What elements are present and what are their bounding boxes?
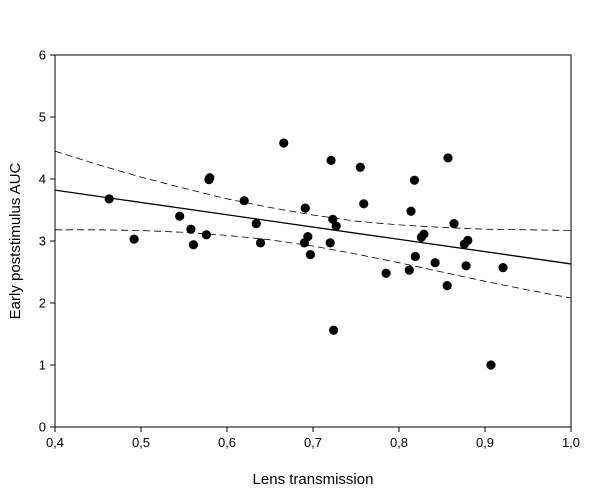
x-axis-ticks: 0,4 0,5 0,6 0,7 0,8 0,9 1,0 (46, 427, 580, 450)
x-axis-title: Lens transmission (253, 471, 374, 488)
data-point (449, 219, 459, 229)
data-point (329, 325, 339, 335)
data-point (175, 211, 185, 221)
data-point (498, 263, 508, 273)
x-tick-label: 0,6 (218, 435, 236, 450)
x-tick-label: 0,8 (390, 435, 408, 450)
data-point (404, 265, 414, 275)
data-point (419, 229, 429, 239)
regression-line (54, 189, 572, 265)
data-point (303, 232, 313, 242)
data-point (410, 251, 420, 262)
y-tick-label: 1 (39, 358, 46, 373)
data-point (201, 230, 211, 240)
data-point (355, 162, 365, 172)
x-tick-label: 1,0 (562, 435, 580, 450)
data-point (331, 221, 341, 231)
data-point (461, 261, 471, 271)
x-tick-label: 0,9 (476, 435, 494, 450)
confidence-band-upper (54, 150, 572, 231)
data-point (406, 206, 416, 216)
data-point (328, 214, 338, 224)
confidence-band-lower (55, 229, 572, 299)
x-tick-label: 0,4 (46, 435, 64, 450)
data-point (430, 258, 440, 268)
data-point (205, 173, 215, 183)
data-point (104, 194, 114, 204)
data-point (442, 281, 452, 291)
data-point (239, 196, 249, 206)
data-point (381, 268, 391, 278)
regression-layer (54, 189, 572, 265)
y-axis-title: Early poststimulus AUC (7, 162, 24, 319)
data-point (188, 240, 199, 250)
data-point (305, 250, 316, 260)
data-point (255, 238, 266, 248)
y-tick-label: 4 (39, 172, 46, 187)
y-tick-label: 6 (39, 48, 46, 63)
data-point (129, 234, 139, 244)
y-tick-label: 0 (39, 420, 46, 435)
data-point (186, 224, 196, 234)
data-point (279, 138, 289, 148)
data-point (326, 155, 336, 165)
data-points (104, 138, 508, 370)
y-tick-label: 2 (39, 296, 46, 311)
y-axis-ticks: 0 1 2 3 4 5 6 (39, 48, 55, 435)
data-point (486, 360, 496, 370)
y-tick-label: 5 (39, 110, 46, 125)
data-point (300, 203, 310, 213)
data-point (443, 153, 453, 163)
x-tick-label: 0,5 (132, 435, 150, 450)
data-point (325, 238, 335, 248)
data-point (359, 199, 369, 209)
confidence-band-layer (54, 150, 572, 299)
data-point (251, 219, 261, 229)
y-tick-label: 3 (39, 234, 46, 249)
data-point (463, 235, 473, 245)
data-point (409, 175, 420, 185)
x-tick-label: 0,7 (304, 435, 322, 450)
